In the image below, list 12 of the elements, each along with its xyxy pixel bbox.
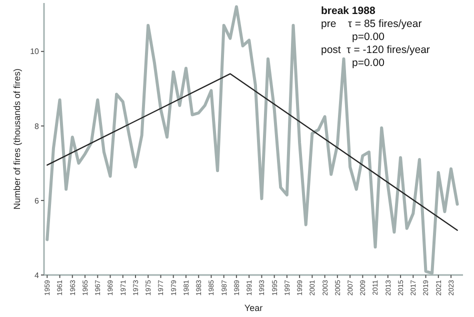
x-axis-title: Year: [244, 303, 263, 313]
y-axis-title: Number of fires (thousands of fires): [12, 68, 22, 210]
annotation: post τ = -120 fires/year: [321, 44, 430, 56]
y-tick-label: 6: [34, 196, 40, 206]
y-tick-label: 8: [34, 122, 40, 131]
annotation: pre τ = 85 fires/year: [321, 18, 422, 30]
y-tick-label: 4: [34, 270, 40, 280]
annotation: break 1988: [321, 5, 376, 17]
line-series: [46, 5, 459, 275]
annotation: p=0.00: [352, 31, 385, 43]
annotation: p=0.00: [352, 57, 385, 69]
y-tick-label: 10: [30, 47, 40, 56]
